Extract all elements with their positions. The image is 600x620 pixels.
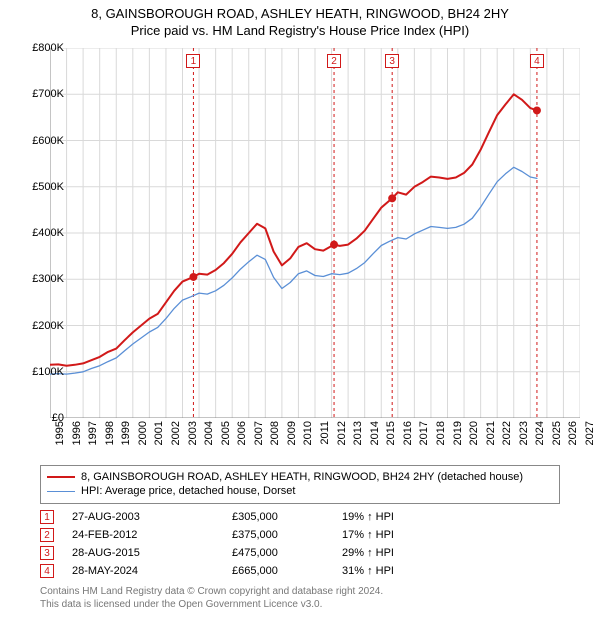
y-tick-label: £600K bbox=[14, 135, 64, 147]
x-tick-label: 2018 bbox=[435, 421, 447, 445]
legend-swatch-subject bbox=[47, 476, 75, 478]
y-tick-label: £500K bbox=[14, 181, 64, 193]
chart-svg bbox=[50, 48, 580, 418]
x-tick-label: 2008 bbox=[269, 421, 281, 445]
legend-row-hpi: HPI: Average price, detached house, Dors… bbox=[47, 484, 553, 498]
x-tick-label: 2012 bbox=[336, 421, 348, 445]
transaction-diff: 19% ↑ HPI bbox=[342, 511, 462, 523]
transaction-diff: 29% ↑ HPI bbox=[342, 547, 462, 559]
transaction-date: 24-FEB-2012 bbox=[72, 529, 232, 541]
x-tick-label: 1999 bbox=[120, 421, 132, 445]
transaction-price: £375,000 bbox=[232, 529, 342, 541]
chart-plot-area bbox=[50, 48, 580, 418]
y-tick-label: £100K bbox=[14, 366, 64, 378]
legend-label-hpi: HPI: Average price, detached house, Dors… bbox=[81, 484, 295, 498]
y-tick-label: £700K bbox=[14, 88, 64, 100]
x-tick-label: 2026 bbox=[567, 421, 579, 445]
x-tick-label: 2004 bbox=[203, 421, 215, 445]
x-tick-label: 2020 bbox=[468, 421, 480, 445]
chart-marker-badge: 2 bbox=[327, 54, 341, 68]
footer: Contains HM Land Registry data © Crown c… bbox=[40, 586, 383, 611]
x-tick-label: 2003 bbox=[187, 421, 199, 445]
x-tick-label: 2010 bbox=[302, 421, 314, 445]
x-tick-label: 2022 bbox=[501, 421, 513, 445]
x-tick-label: 2006 bbox=[236, 421, 248, 445]
x-tick-label: 2027 bbox=[584, 421, 596, 445]
x-tick-label: 1998 bbox=[104, 421, 116, 445]
y-tick-label: £200K bbox=[14, 320, 64, 332]
legend-swatch-hpi bbox=[47, 491, 75, 492]
transaction-row: 1 27-AUG-2003£305,00019% ↑ HPI bbox=[40, 508, 560, 526]
chart-marker-badge: 1 bbox=[186, 54, 200, 68]
transaction-badge: 2 bbox=[40, 528, 54, 542]
chart-title-block: 8, GAINSBOROUGH ROAD, ASHLEY HEATH, RING… bbox=[0, 0, 600, 40]
x-tick-label: 2023 bbox=[518, 421, 530, 445]
x-tick-label: 2002 bbox=[170, 421, 182, 445]
x-tick-label: 2009 bbox=[286, 421, 298, 445]
y-tick-label: £400K bbox=[14, 227, 64, 239]
x-tick-label: 2016 bbox=[402, 421, 414, 445]
x-tick-label: 2017 bbox=[418, 421, 430, 445]
transaction-row: 3 28-AUG-2015£475,00029% ↑ HPI bbox=[40, 544, 560, 562]
x-tick-label: 2014 bbox=[369, 421, 381, 445]
legend-label-subject: 8, GAINSBOROUGH ROAD, ASHLEY HEATH, RING… bbox=[81, 470, 523, 484]
footer-line-2: This data is licensed under the Open Gov… bbox=[40, 599, 383, 612]
transaction-date: 28-AUG-2015 bbox=[72, 547, 232, 559]
x-tick-label: 2025 bbox=[551, 421, 563, 445]
transaction-price: £475,000 bbox=[232, 547, 342, 559]
x-tick-label: 1995 bbox=[54, 421, 66, 445]
x-tick-label: 1997 bbox=[87, 421, 99, 445]
x-tick-label: 2021 bbox=[485, 421, 497, 445]
y-tick-label: £300K bbox=[14, 273, 64, 285]
x-tick-label: 2015 bbox=[385, 421, 397, 445]
transaction-badge: 3 bbox=[40, 546, 54, 560]
transactions-table: 1 27-AUG-2003£305,00019% ↑ HPI 2 24-FEB-201… bbox=[40, 508, 560, 580]
transaction-date: 28-MAY-2024 bbox=[72, 565, 232, 577]
x-tick-label: 2000 bbox=[137, 421, 149, 445]
transaction-price: £305,000 bbox=[232, 511, 342, 523]
chart-title-address: 8, GAINSBOROUGH ROAD, ASHLEY HEATH, RING… bbox=[0, 6, 600, 23]
legend-row-subject: 8, GAINSBOROUGH ROAD, ASHLEY HEATH, RING… bbox=[47, 470, 553, 484]
chart-marker-badge: 4 bbox=[530, 54, 544, 68]
transaction-diff: 17% ↑ HPI bbox=[342, 529, 462, 541]
x-tick-label: 2005 bbox=[220, 421, 232, 445]
x-tick-label: 1996 bbox=[71, 421, 83, 445]
transaction-date: 27-AUG-2003 bbox=[72, 511, 232, 523]
transaction-row: 2 24-FEB-2012£375,00017% ↑ HPI bbox=[40, 526, 560, 544]
x-tick-label: 2013 bbox=[352, 421, 364, 445]
x-tick-label: 2011 bbox=[319, 421, 331, 445]
y-tick-label: £800K bbox=[14, 42, 64, 54]
transaction-badge: 1 bbox=[40, 510, 54, 524]
x-tick-label: 2019 bbox=[452, 421, 464, 445]
chart-subtitle: Price paid vs. HM Land Registry's House … bbox=[0, 23, 600, 40]
transaction-badge: 4 bbox=[40, 564, 54, 578]
x-tick-label: 2024 bbox=[534, 421, 546, 445]
legend-box: 8, GAINSBOROUGH ROAD, ASHLEY HEATH, RING… bbox=[40, 465, 560, 504]
footer-line-1: Contains HM Land Registry data © Crown c… bbox=[40, 586, 383, 599]
transaction-row: 4 28-MAY-2024£665,00031% ↑ HPI bbox=[40, 562, 560, 580]
transaction-price: £665,000 bbox=[232, 565, 342, 577]
x-tick-label: 2007 bbox=[253, 421, 265, 445]
x-tick-label: 2001 bbox=[153, 421, 165, 445]
transaction-diff: 31% ↑ HPI bbox=[342, 565, 462, 577]
chart-marker-badge: 3 bbox=[385, 54, 399, 68]
